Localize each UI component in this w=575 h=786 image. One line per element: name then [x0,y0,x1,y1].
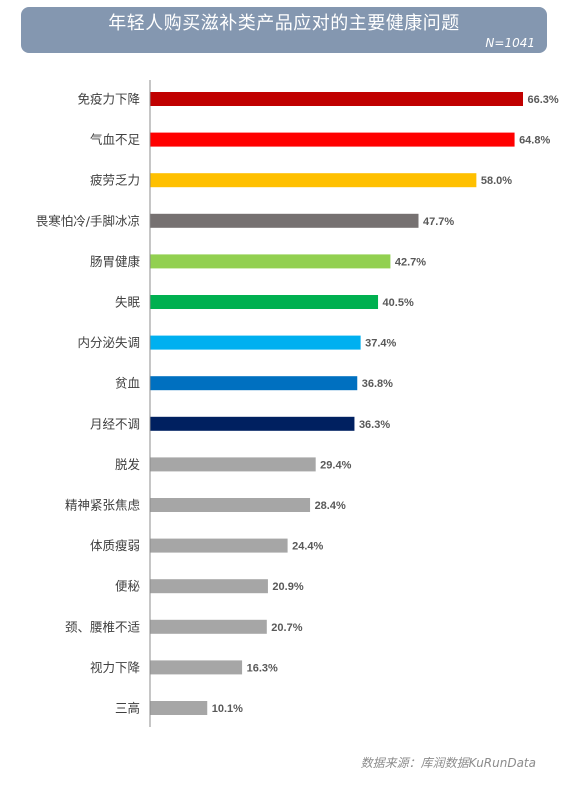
bar [150,701,208,715]
bar-value-label: 64.8% [519,135,550,147]
bar-value-label: 24.4% [292,541,323,553]
category-label: 体质瘦弱 [90,538,140,553]
sample-size: N=1041 [485,36,535,50]
category-label: 便秘 [115,579,141,594]
category-label: 疲劳乏力 [90,173,140,188]
bar [150,538,288,553]
bar-value-label: 20.7% [271,622,302,634]
category-label: 免疫力下降 [77,92,140,107]
bar [150,213,419,228]
chart-title: 年轻人购买滋补类产品应对的主要健康问题 [108,13,460,34]
data-source: 数据来源：库润数据KuRunData [360,756,536,770]
bar-value-label: 28.4% [315,500,346,512]
bar-value-label: 40.5% [383,297,414,309]
category-label: 肠胃健康 [90,254,141,269]
bar-value-label: 20.9% [272,581,303,593]
category-label: 畏寒怕冷/手脚冰凉 [36,213,140,228]
bar [150,335,361,350]
category-label: 气血不足 [90,132,141,147]
bar-value-label: 29.4% [320,459,351,471]
bar-value-label: 10.1% [212,703,243,715]
bar-value-label: 58.0% [481,175,512,187]
bar-value-label: 16.3% [247,662,278,674]
bar [150,376,358,391]
category-label: 月经不调 [90,416,140,431]
bar [150,173,477,188]
bar [150,416,355,431]
bar-value-label: 37.4% [365,338,396,350]
bar [150,132,515,147]
category-label: 颈、腰椎不适 [65,619,140,634]
bar [150,295,379,309]
bar-value-label: 66.3% [528,94,559,106]
bar [150,498,311,512]
bar-value-label: 36.8% [362,378,393,390]
bar [150,254,391,269]
category-label: 贫血 [115,376,140,391]
bar-value-label: 42.7% [395,256,426,268]
category-label: 脱发 [115,457,141,472]
category-label: 视力下降 [90,660,141,675]
bar [150,660,243,675]
bar-value-label: 36.3% [359,419,390,431]
category-label: 精神紧张焦虑 [65,498,141,513]
bar [150,457,316,472]
category-label: 内分泌失调 [77,335,140,350]
bar [150,619,267,634]
bar [150,579,268,594]
bar-value-label: 47.7% [423,216,454,228]
bar [150,92,523,106]
chart-header: 年轻人购买滋补类产品应对的主要健康问题 N=1041 [21,7,547,53]
category-label: 三高 [115,701,140,716]
category-label: 失眠 [115,295,141,310]
